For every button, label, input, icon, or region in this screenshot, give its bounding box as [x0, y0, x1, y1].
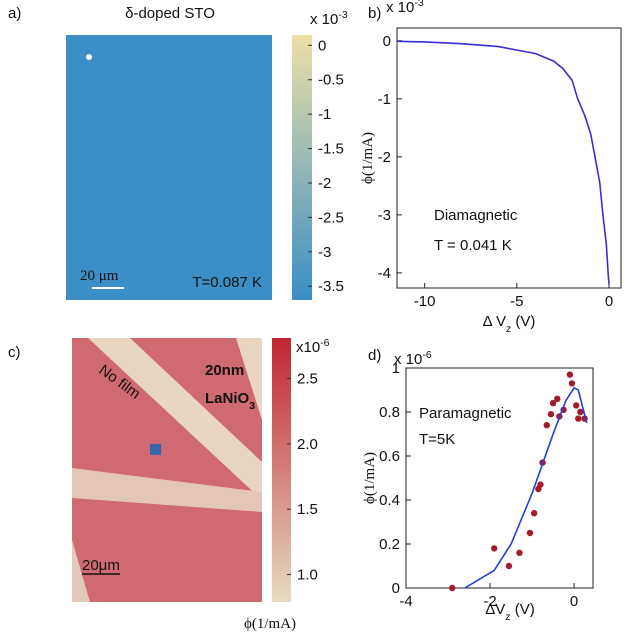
film-label: 20nm — [205, 362, 244, 379]
text-part: z — [506, 323, 511, 335]
blue-spot — [150, 444, 161, 455]
text-part: -3 — [338, 9, 347, 21]
text-part: x 10 — [386, 0, 414, 16]
axis-multiplier: x 10-3 — [310, 9, 348, 28]
light-band — [236, 338, 262, 420]
data-point — [543, 422, 550, 429]
colorbar-tick-label: -2 — [318, 175, 331, 192]
annotation: Diamagnetic — [434, 207, 518, 224]
text-part: 3 — [249, 400, 255, 412]
data-point — [568, 380, 576, 387]
data-point — [572, 402, 580, 409]
x-tick-label: -10 — [414, 293, 436, 310]
data-point — [575, 415, 582, 422]
text-part: -6 — [422, 349, 431, 361]
annotation: T=5K — [419, 431, 455, 448]
data-line — [396, 40, 610, 285]
colorbar-tick-label: 1.0 — [297, 567, 318, 584]
y-tick-label: 1 — [392, 360, 400, 377]
panel-title: δ-doped STO — [125, 5, 215, 22]
colorbar-tick-label: 2.0 — [297, 436, 318, 453]
panel-label: c) — [8, 344, 21, 361]
data-point — [577, 408, 584, 416]
y-axis-label: ϕ(1/mA) — [362, 452, 378, 504]
colorbar — [292, 35, 312, 300]
colorbar-tick-label: -1 — [318, 106, 331, 123]
annotation: 20μm — [82, 557, 120, 574]
y-tick-label: -2 — [378, 149, 391, 166]
text-part: x 10 — [310, 11, 338, 28]
x-tick-label: 0 — [605, 293, 613, 310]
axis-multiplier: x 10-6 — [394, 349, 432, 368]
x-tick-label: -2 — [483, 593, 496, 610]
text-part: x 10 — [394, 351, 422, 368]
colorbar-tick-label: -3 — [318, 244, 331, 261]
panel-label: b) — [368, 5, 381, 22]
colorbar-tick-label: 0 — [318, 37, 326, 54]
data-point — [505, 562, 513, 570]
text-part: ΔV — [485, 601, 505, 618]
text-part: (V) — [511, 601, 535, 618]
y-tick-label: -1 — [378, 91, 391, 108]
data-point — [526, 529, 534, 537]
colorbar-tick-label: -3.5 — [318, 278, 344, 295]
plot-frame — [405, 367, 594, 589]
annotation: T = 0.041 K — [434, 237, 512, 254]
text-part: (V) — [511, 313, 535, 330]
y-tick-label: 0 — [383, 33, 391, 50]
text-part: LaNiO — [205, 390, 250, 407]
data-point — [449, 584, 456, 592]
scan-image — [66, 35, 272, 300]
film-label: LaNiO3 — [205, 390, 255, 412]
text-part: Δ V — [483, 313, 506, 330]
x-axis-label: Δ Vz (V) — [483, 313, 536, 335]
colorbar-tick-label: -1.5 — [318, 141, 344, 158]
y-tick-label: 0 — [392, 580, 400, 597]
y-tick-label: -4 — [378, 265, 391, 282]
axis-multiplier: x 10-3 — [386, 0, 424, 16]
colorbar-tick-label: -2.5 — [318, 209, 344, 226]
y-axis-label: ϕ(1/mA) — [360, 132, 376, 184]
marker-dot — [86, 54, 92, 60]
x-tick-label: 0 — [570, 593, 578, 610]
y-tick-label: 0.6 — [379, 448, 400, 465]
annotation: Paramagnetic — [419, 405, 512, 422]
y-tick-label: 0.2 — [379, 536, 400, 553]
colorbar — [272, 338, 291, 602]
data-point — [516, 549, 523, 556]
x-axis-label: ΔVz (V) — [485, 601, 534, 623]
panel-label: d) — [368, 347, 381, 364]
annotation: T=0.087 K — [192, 274, 262, 291]
y-tick-label: 0.4 — [379, 492, 400, 509]
colorbar-tick-label: 1.5 — [297, 501, 318, 518]
light-band — [72, 468, 262, 512]
annotation: 20 μm — [80, 268, 119, 284]
data-point — [549, 400, 557, 407]
y-tick-label: 0.8 — [379, 404, 400, 421]
data-point — [566, 371, 574, 378]
data-point — [537, 481, 544, 488]
text-part: -6 — [320, 337, 329, 349]
colorbar-label: ϕ(1/mA) — [244, 616, 296, 632]
data-point — [547, 411, 555, 418]
x-tick-label: -4 — [399, 593, 412, 610]
plot-frame — [396, 27, 622, 289]
panel-label: a) — [8, 5, 21, 22]
film-free-band — [88, 338, 262, 500]
colorbar-tick-label: -0.5 — [318, 72, 344, 89]
x-tick-label: -5 — [510, 293, 523, 310]
light-band — [72, 540, 90, 602]
axis-multiplier: x10-6 — [296, 337, 330, 356]
colorbar-tick-label: 2.5 — [297, 371, 318, 388]
text-part: -3 — [414, 0, 423, 9]
data-line — [464, 386, 588, 589]
text-part: z — [505, 611, 510, 623]
y-tick-label: -3 — [378, 207, 391, 224]
data-point — [554, 395, 561, 402]
data-point — [530, 510, 538, 517]
text-part: x10 — [296, 339, 320, 356]
data-point — [491, 545, 498, 552]
